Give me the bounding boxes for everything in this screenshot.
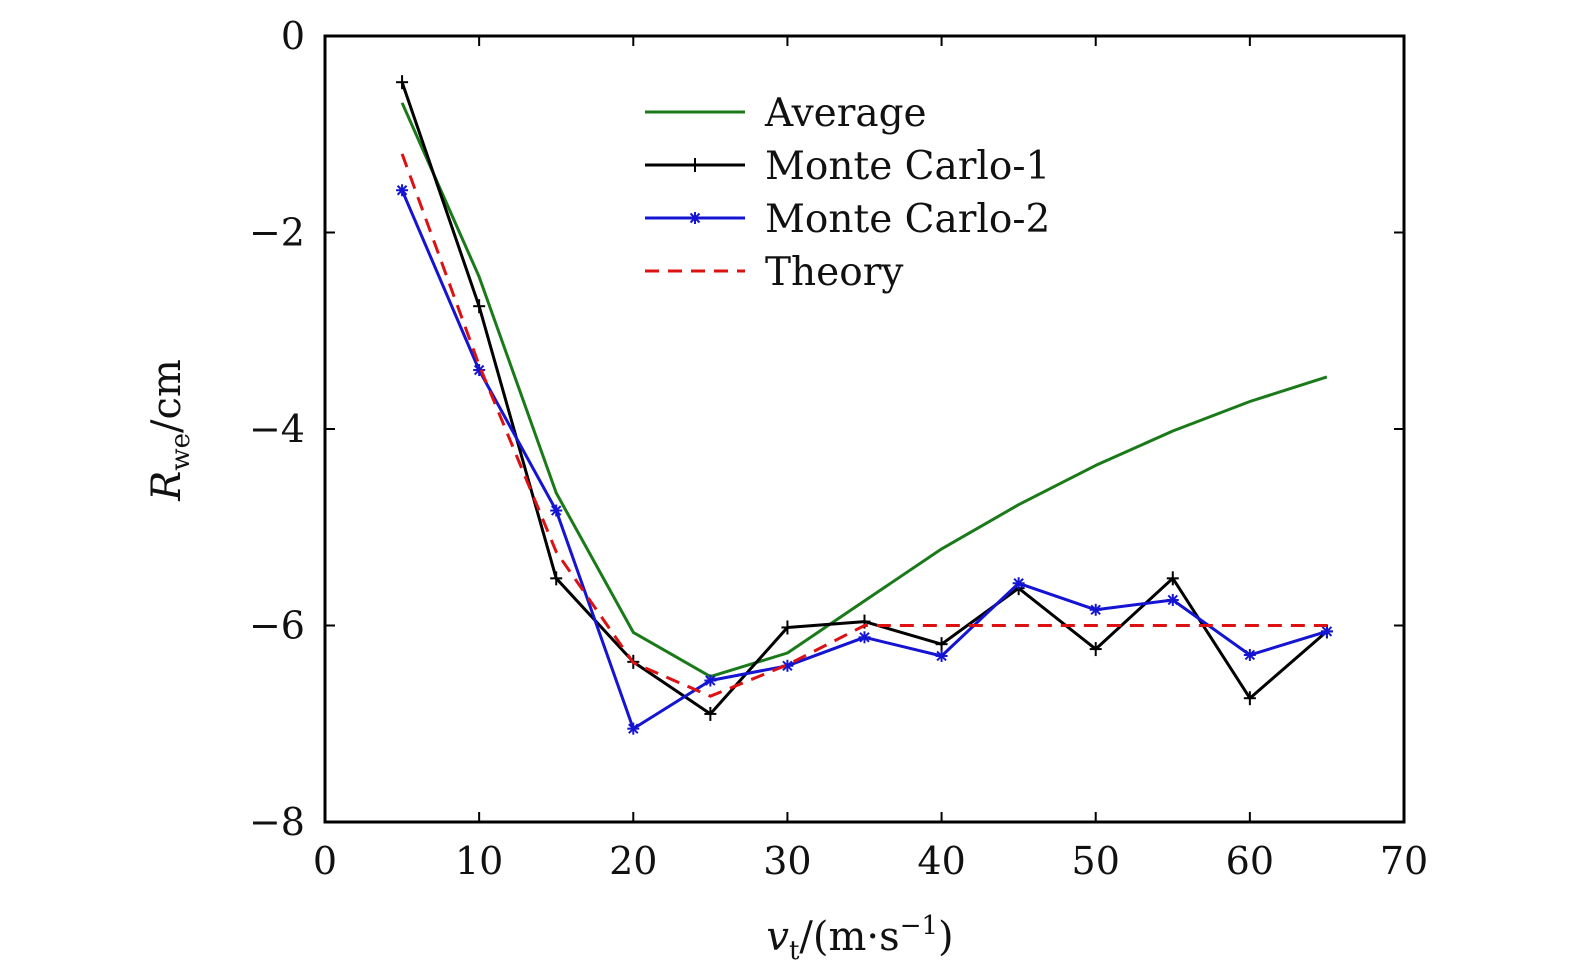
data-point-monte-carlo-2 (1012, 577, 1025, 590)
x-tick-label: 0 (313, 839, 337, 883)
x-tick-label: 20 (609, 839, 657, 883)
legend-marker-monte-carlo-1 (689, 158, 701, 172)
axis-ticks: 0 10 20 30 40 50 60 70 0 −2 −4 −6 −8 (249, 14, 1428, 883)
legend-marker-point (689, 158, 701, 172)
data-point-monte-carlo-1 (396, 75, 409, 90)
data-point-monte-carlo-1 (704, 706, 717, 721)
legend-label-monte-carlo-1: Monte Carlo-1 (765, 144, 1050, 189)
y-tick-label: −6 (249, 604, 305, 648)
x-axis-unit-open: /(m·s (799, 914, 899, 960)
legend-entry-theory: Theory (645, 250, 903, 295)
series-group (396, 75, 1333, 735)
data-point-monte-carlo-2 (550, 504, 563, 517)
legend-label-monte-carlo-2: Monte Carlo-2 (765, 197, 1050, 242)
data-point-monte-carlo-1 (1243, 691, 1256, 706)
y-tick-label: −8 (249, 800, 305, 844)
data-point-monte-carlo-2 (1089, 603, 1102, 616)
x-axis-label: vt/(m·s−1) (766, 911, 953, 966)
x-tick-label: 10 (455, 839, 503, 883)
data-point-monte-carlo-1 (473, 299, 486, 314)
legend-entry-average: Average (645, 91, 927, 136)
data-point-monte-carlo-2 (1166, 593, 1179, 606)
legend: Average Monte Carlo-1 Monte Carlo-2 Theo… (645, 91, 1050, 295)
data-point-monte-carlo-1 (935, 637, 948, 652)
legend-entry-monte-carlo-1: Monte Carlo-1 (645, 144, 1050, 189)
x-tick-label: 60 (1226, 839, 1274, 883)
series-line-average (400, 102, 1328, 679)
legend-label-average: Average (764, 91, 927, 136)
x-tick-label: 40 (917, 839, 965, 883)
x-axis-superscript: −1 (900, 911, 938, 941)
y-tick-label: 0 (281, 14, 305, 58)
data-point-monte-carlo-2 (935, 649, 948, 662)
x-tick-label: 50 (1072, 839, 1120, 883)
y-tick-label: −2 (249, 211, 305, 255)
legend-marker-point (689, 212, 701, 224)
data-point-monte-carlo-1 (1166, 571, 1179, 586)
data-point-monte-carlo-2 (1243, 648, 1256, 661)
legend-marker-monte-carlo-2 (689, 212, 701, 224)
y-axis-label: Rwe/cm (144, 359, 196, 502)
data-point-monte-carlo-2 (704, 674, 717, 687)
y-tick-label: −4 (249, 407, 305, 451)
data-point-monte-carlo-2 (627, 722, 640, 735)
data-point-monte-carlo-2 (781, 659, 794, 672)
legend-label-theory: Theory (765, 250, 903, 295)
x-axis-unit-close: ) (938, 914, 954, 960)
data-point-monte-carlo-1 (550, 571, 563, 586)
x-tick-label: 30 (763, 839, 811, 883)
x-tick-label: 70 (1380, 839, 1428, 883)
y-axis-subscript: we (166, 433, 196, 471)
data-point-monte-carlo-2 (858, 631, 871, 644)
data-point-monte-carlo-2 (396, 184, 409, 197)
series-line-theory (400, 153, 1327, 698)
y-axis-unit: /cm (144, 359, 190, 433)
data-point-monte-carlo-1 (781, 620, 794, 635)
y-axis-symbol: R (144, 471, 190, 502)
x-axis-symbol: v (766, 914, 789, 960)
x-axis-subscript: t (789, 936, 800, 966)
data-point-monte-carlo-2 (1320, 625, 1333, 638)
legend-entry-monte-carlo-2: Monte Carlo-2 (645, 197, 1050, 242)
data-point-monte-carlo-1 (1089, 642, 1102, 657)
